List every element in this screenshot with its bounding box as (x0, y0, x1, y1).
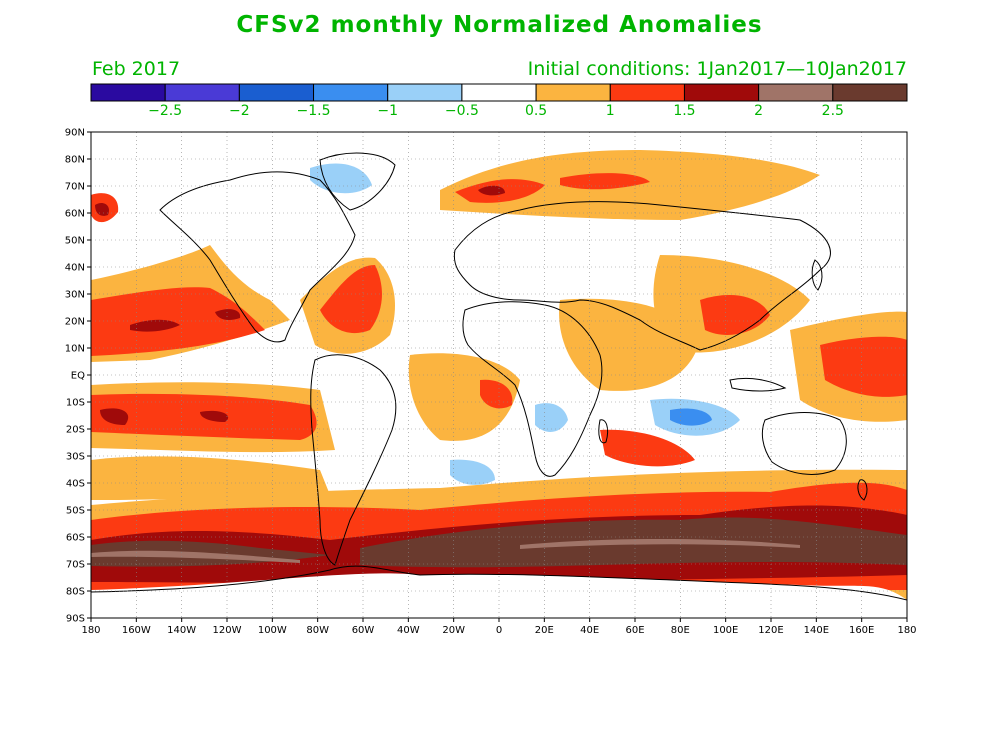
antarctica-outline (91, 565, 907, 601)
new-zealand-outline (857, 479, 868, 501)
arctic-red (455, 173, 650, 203)
lat-label: 50N (65, 236, 85, 247)
africa-west-blue (450, 459, 495, 485)
lon-label: 100E (713, 625, 738, 636)
tropical-atlantic-red (480, 379, 513, 409)
lon-label: 0 (496, 625, 502, 636)
lat-label: 30N (65, 290, 85, 301)
lat-label: 60S (66, 533, 85, 544)
lat-label: 10N (65, 344, 85, 355)
north-pacific-red (91, 287, 265, 356)
madagascar-outline (598, 419, 609, 444)
lat-label: 20S (66, 425, 85, 436)
lat-label: 80S (66, 587, 85, 598)
colorbar-label: −1.5 (297, 103, 331, 119)
colorbar-label: −2.5 (148, 103, 182, 119)
lon-label: 40E (580, 625, 599, 636)
arctic-darkred (478, 185, 505, 196)
antarctica-landmass (91, 573, 907, 618)
colorbar: −2.5 −2 −1.5 −1 −0.5 0.5 1 1.5 2 2.5 (90, 83, 908, 119)
lat-label: 70S (66, 560, 85, 571)
gridlines (91, 132, 907, 618)
north-pacific-darkred (130, 309, 241, 332)
colorbar-label: −1 (377, 103, 398, 119)
lon-label: 120E (758, 625, 783, 636)
tropical-atlantic-orange (408, 353, 520, 441)
greenland-outline (319, 152, 396, 211)
lon-label: 140W (167, 625, 196, 636)
lon-label: 60E (625, 625, 644, 636)
lon-label: 80E (671, 625, 690, 636)
southern-ocean-tan-streaks (91, 538, 800, 563)
forecast-month-label: Feb 2017 (92, 58, 181, 80)
lat-label: 10S (66, 398, 85, 409)
lon-label: 180 (81, 625, 100, 636)
anomaly-field (91, 150, 907, 618)
colorbar-label: 2 (754, 103, 763, 119)
indian-ocean-red (600, 429, 695, 467)
colorbar-label: −0.5 (445, 103, 479, 119)
lat-label: 40S (66, 479, 85, 490)
land-outlines (91, 152, 907, 601)
australia-outline (761, 412, 847, 475)
south-america-outline (310, 354, 397, 566)
lat-label: 60N (65, 209, 85, 220)
indian-ocean-orange (559, 298, 700, 391)
lat-label: 50S (66, 506, 85, 517)
colorbar-label: 1 (606, 103, 615, 119)
lon-label: 20W (442, 625, 465, 636)
south-midlat-orange (91, 456, 330, 500)
lat-label: 90S (66, 614, 85, 625)
lon-label: 160W (122, 625, 151, 636)
lon-label: 40W (397, 625, 420, 636)
lat-label: 70N (65, 182, 85, 193)
lon-label: 140E (804, 625, 829, 636)
lon-label: 80W (306, 625, 329, 636)
north-america-outline (159, 171, 356, 343)
lat-label: 80N (65, 155, 85, 166)
lon-label: 120W (213, 625, 242, 636)
lon-label: 20E (535, 625, 554, 636)
lat-label: 20N (65, 317, 85, 328)
longitude-axis: 180 160W 140W 120W 100W 80W 60W 40W 20W 0 20E 40E 60… (81, 618, 917, 636)
eurasia-outline (453, 201, 831, 351)
lon-label: 60W (352, 625, 375, 636)
lon-label: 180 (897, 625, 916, 636)
map-title: CFSv2 monthly Normalized Anomalies (236, 12, 763, 38)
colorbar-label: 1.5 (673, 103, 695, 119)
initial-conditions-label: Initial conditions: 1Jan2017—10Jan2017 (527, 58, 907, 80)
lon-label: 160E (849, 625, 874, 636)
africa-east-blue (535, 403, 568, 432)
east-pacific-red (820, 336, 907, 397)
japan-outline (811, 259, 823, 291)
north-atlantic-red (320, 265, 382, 334)
alaska-darkred (95, 203, 109, 216)
africa-outline (462, 301, 603, 477)
lon-label: 100W (258, 625, 287, 636)
colorbar-label: −2 (229, 103, 250, 119)
colorbar-swatch (832, 83, 908, 102)
indonesia-outline (729, 377, 787, 392)
south-pacific-darkred (100, 408, 229, 425)
lat-label: 30S (66, 452, 85, 463)
lat-label: 90N (65, 128, 85, 139)
latitude-axis: 90N 80N 70N 60N 50N 40N 30N 20N 10N EQ 10S 20S 30S 40… (65, 128, 91, 625)
colorbar-label: 0.5 (525, 103, 547, 119)
lat-label: EQ (71, 371, 85, 382)
colorbar-label: 2.5 (822, 103, 844, 119)
lat-label: 40N (65, 263, 85, 274)
